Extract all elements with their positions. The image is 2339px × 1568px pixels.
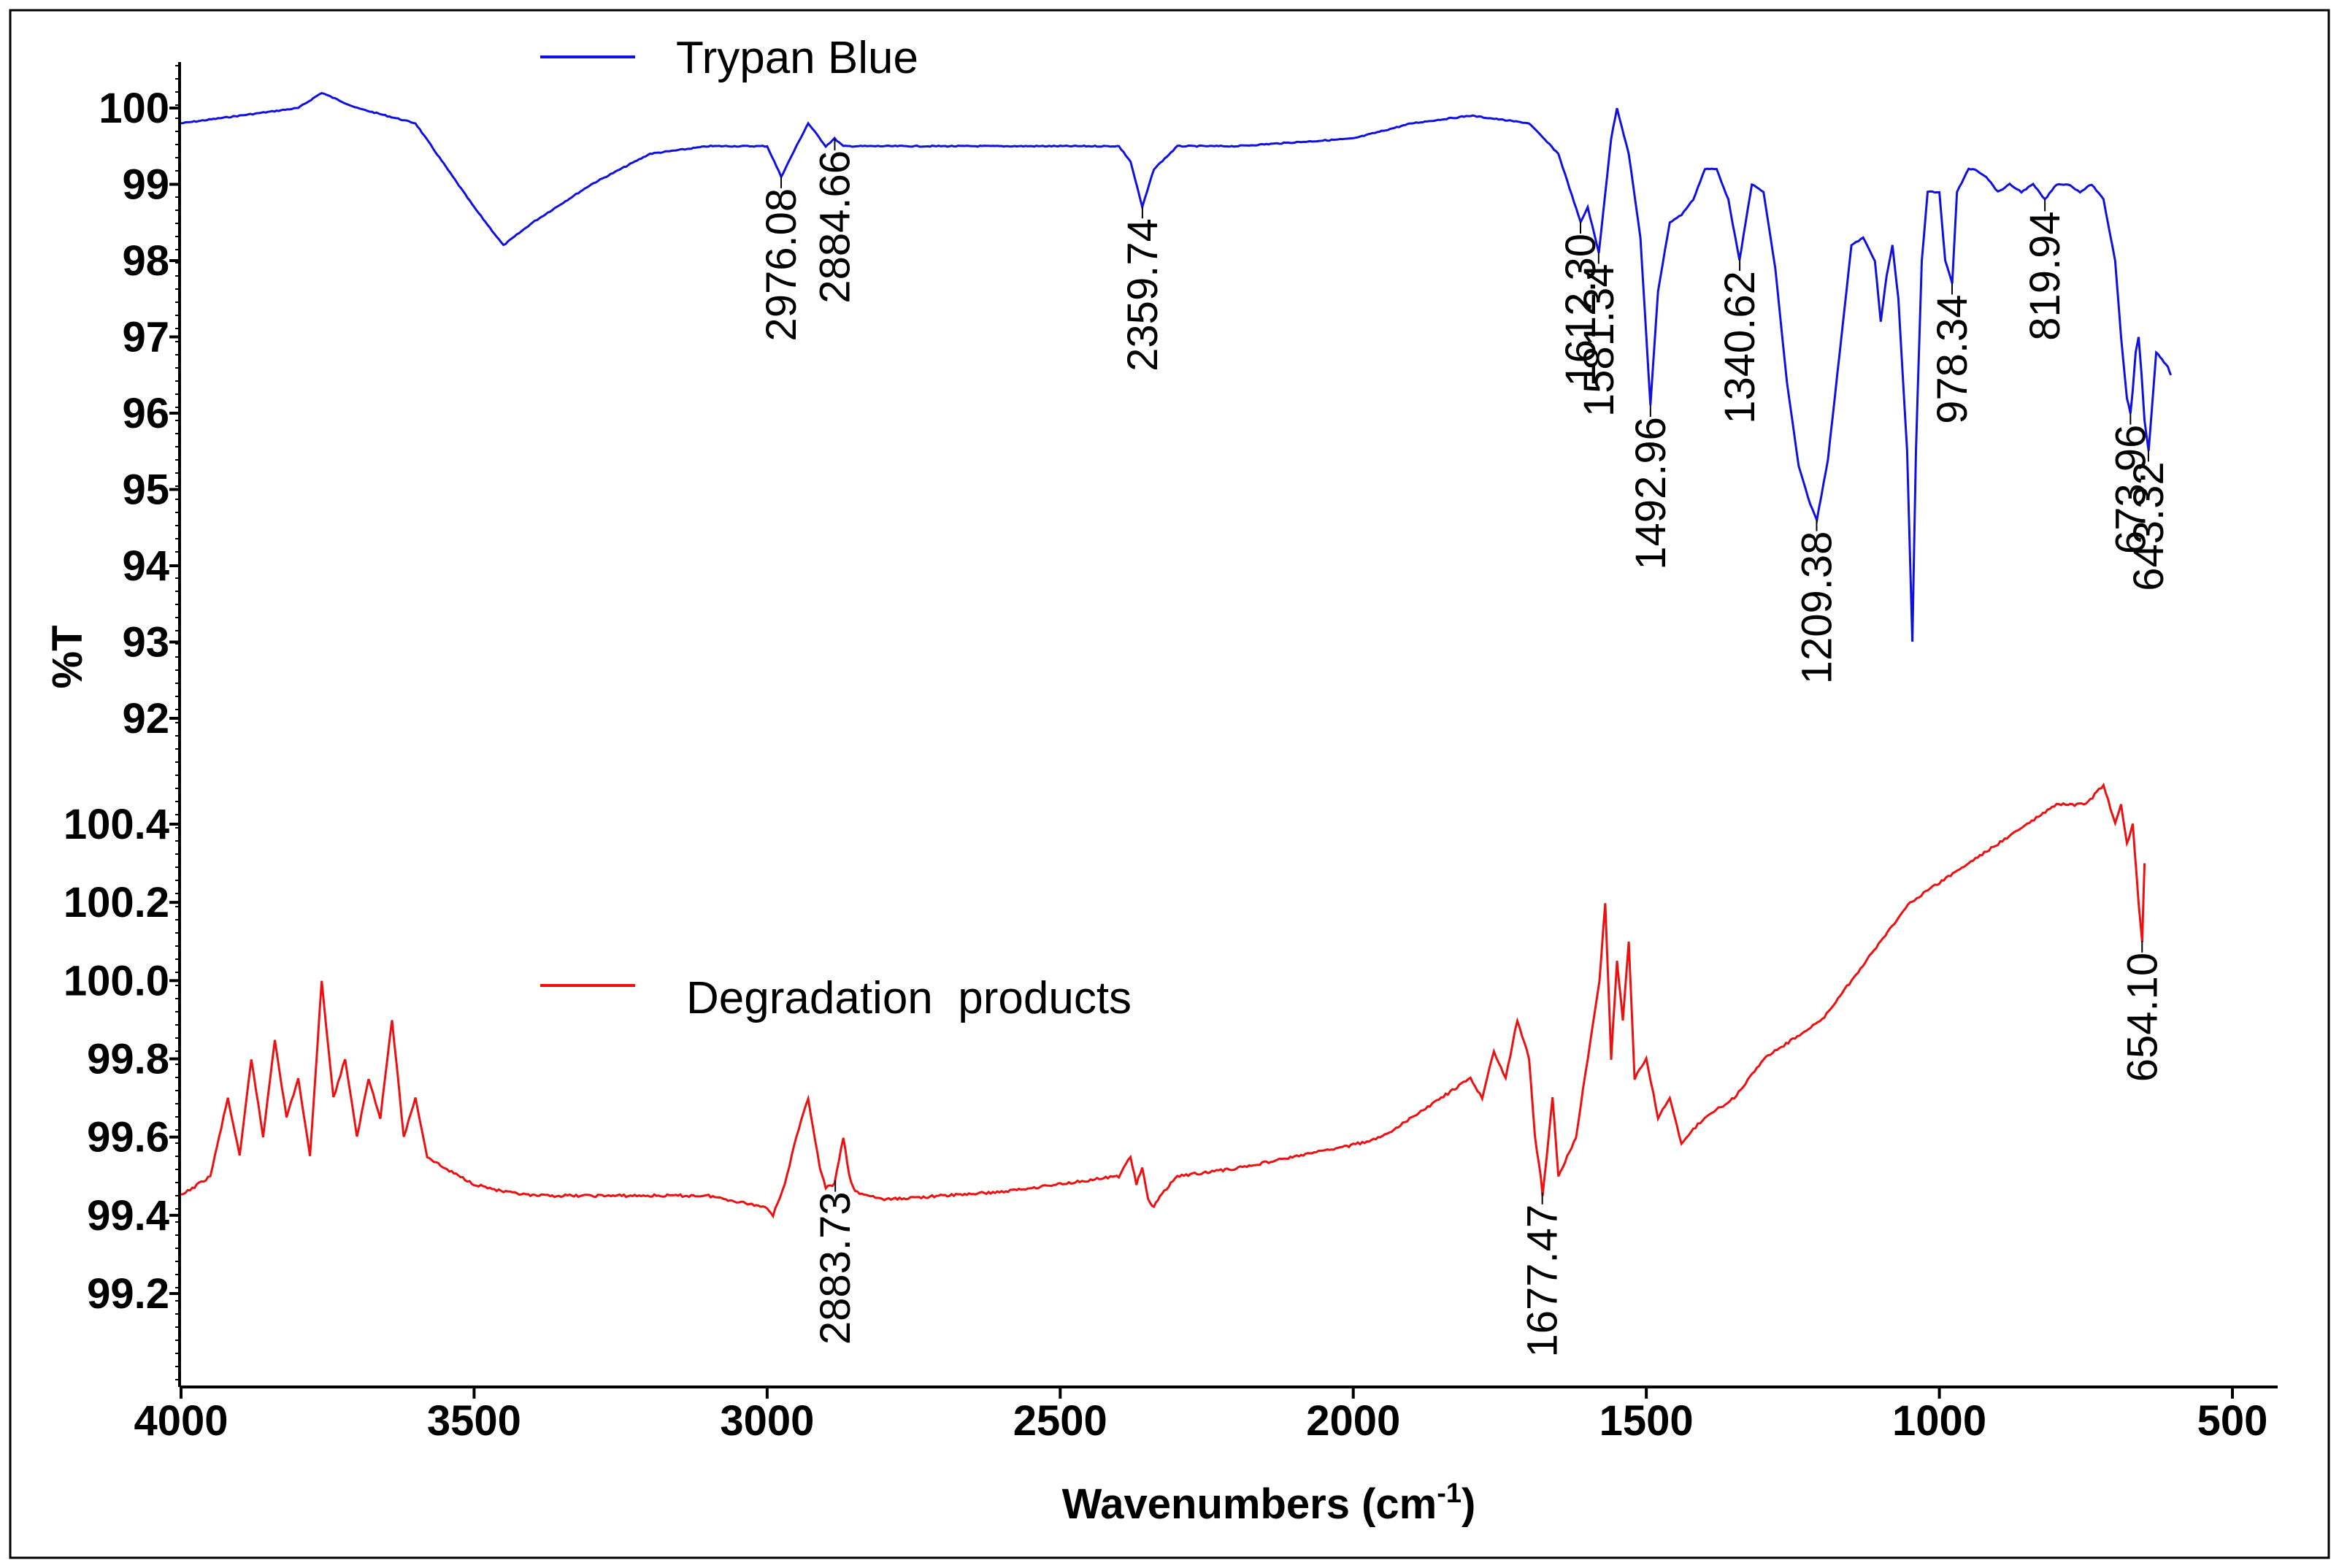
y-tick-label: 93	[122, 619, 169, 666]
y-tick-label: 92	[122, 695, 169, 742]
x-axis-ticks: 4000 3500 3000 2500 2000 1500 1000 500	[134, 1387, 2267, 1445]
peak-label: 819.94	[2021, 211, 2069, 340]
y-tick-label: 98	[122, 237, 169, 285]
y-tick-label: 94	[122, 542, 169, 590]
y-tick-label: 99.8	[87, 1036, 169, 1083]
x-axis-title: Wavenumbers (cm-1)	[1062, 1478, 1476, 1528]
peak-label: 1209.38	[1793, 531, 1840, 685]
x-tick-label: 3500	[427, 1397, 521, 1445]
x-tick-label: 2000	[1306, 1397, 1400, 1445]
y-tick-label: 99.4	[87, 1192, 169, 1240]
x-tick-label: 4000	[134, 1397, 228, 1445]
peak-label: 1340.62	[1716, 271, 1764, 424]
y-axis-ticks-trypan-blue: 100 99 98 97 96 95 94 93 92	[99, 85, 180, 742]
legend-label-degradation: Degradation products	[686, 973, 1132, 1023]
peak-annotations-trypan-blue: 2976.08 2884.66 2359.74 1612.301581.341492.…	[758, 139, 2173, 684]
y-tick-label: 95	[122, 466, 169, 514]
y-tick-label: 100.0	[64, 957, 169, 1004]
y-tick-label: 96	[122, 390, 169, 437]
y-tick-label: 100	[99, 85, 169, 132]
peak-label: 1612.30	[1557, 234, 1605, 387]
y-axis-ticks-degradation: 100.4 100.2 100.0 99.8 99.6 99.4 99.2	[64, 801, 180, 1318]
x-tick-label: 3000	[720, 1397, 814, 1445]
peak-label: 2884.66	[811, 150, 859, 304]
y-tick-label: 99	[122, 161, 169, 209]
degradation-products-series-line	[180, 783, 2146, 1219]
peak-label: 978.34	[1929, 294, 1976, 423]
x-tick-label: 2500	[1013, 1397, 1107, 1445]
y-axis-title: %T	[44, 626, 91, 689]
y-axis-minor-ticks	[175, 65, 180, 1380]
peak-label: 1581.34	[1575, 264, 1623, 417]
peak-label: 1677.47	[1519, 1204, 1567, 1358]
figure-border	[9, 9, 2330, 1559]
y-tick-label: 100.4	[64, 801, 169, 848]
x-tick-label: 1500	[1599, 1397, 1694, 1445]
peak-annotations-degradation: 2883.73 1677.47 654.10	[812, 940, 2166, 1358]
x-tick-label: 500	[2197, 1397, 2268, 1445]
x-tick-label: 1000	[1892, 1397, 1986, 1445]
peak-label: 643.32	[2125, 461, 2173, 591]
y-tick-label: 99.6	[87, 1114, 169, 1161]
y-tick-label: 97	[122, 314, 169, 361]
peak-label: 2976.08	[758, 188, 805, 342]
legend-degradation: Degradation products	[540, 973, 1132, 1023]
legend-label-trypan-blue: Trypan Blue	[676, 33, 918, 83]
peak-label: 2359.74	[1119, 218, 1167, 372]
peak-label: 2883.73	[812, 1192, 859, 1345]
trypan-blue-series-line	[180, 92, 2173, 642]
peak-label: 673.96	[2107, 425, 2154, 554]
peak-label: 654.10	[2119, 953, 2166, 1082]
peak-label: 1492.96	[1627, 417, 1675, 570]
y-tick-label: 100.2	[64, 879, 169, 926]
y-tick-label: 99.2	[87, 1270, 169, 1318]
legend-trypan-blue: Trypan Blue	[540, 33, 918, 83]
